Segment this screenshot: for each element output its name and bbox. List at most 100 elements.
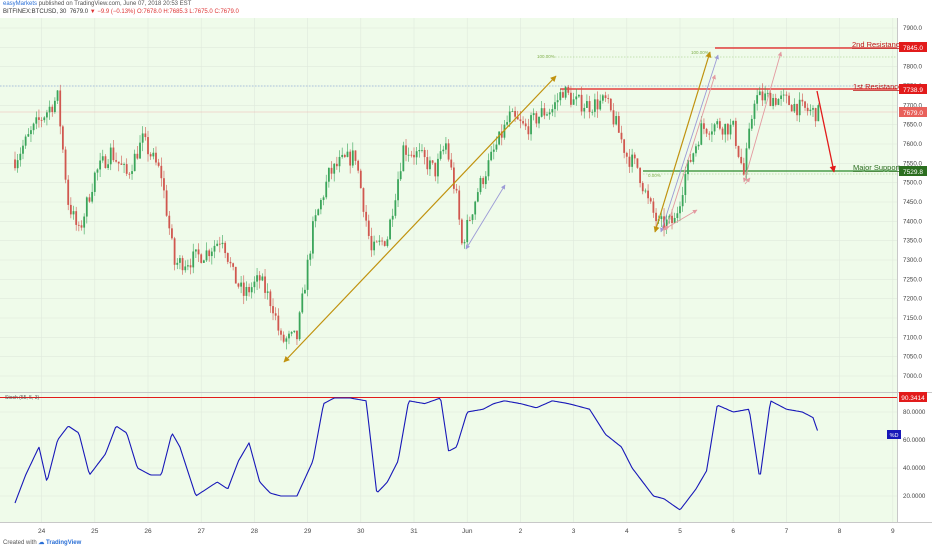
candle-body xyxy=(216,243,219,246)
candle-body xyxy=(330,167,333,174)
first-resistance-badge: 7738.9 xyxy=(899,84,927,94)
candle-body xyxy=(189,265,192,268)
candle-body xyxy=(703,123,705,129)
last-price-badge: 7679.0 xyxy=(899,107,927,117)
candle-body xyxy=(258,275,261,281)
candle-body xyxy=(365,211,368,221)
candle-body xyxy=(421,149,423,151)
time-tick-label: 4 xyxy=(625,528,629,535)
price-pane[interactable] xyxy=(0,18,897,392)
candle-body xyxy=(381,240,383,242)
price-axis[interactable]: 7900.07850.07800.07750.07700.07650.07600… xyxy=(903,25,922,380)
candle-body xyxy=(43,117,46,121)
candle-body xyxy=(817,105,820,122)
candle-body xyxy=(482,178,485,185)
candle-body xyxy=(655,212,657,222)
candle-body xyxy=(575,96,578,100)
candle-body xyxy=(218,243,221,245)
stoch-tick-label: 80.0000 xyxy=(903,409,926,416)
candle-body xyxy=(101,156,104,161)
candle-body xyxy=(450,159,453,168)
stoch-pane[interactable] xyxy=(0,393,897,522)
candle-body xyxy=(338,156,341,167)
candle-body xyxy=(250,287,253,293)
candle-body xyxy=(378,240,381,242)
created-with-label: Created with xyxy=(3,540,37,546)
candle-body xyxy=(697,144,700,147)
candle-body xyxy=(38,117,40,120)
candle-body xyxy=(506,122,508,125)
stoch-tick-label: 40.0000 xyxy=(903,465,926,472)
ohlc-values: O:7678.0 H:7685.3 L:7675.0 C:7679.0 xyxy=(137,9,239,15)
candle-body xyxy=(359,170,362,189)
candle-body xyxy=(226,253,229,262)
candle-body xyxy=(343,154,346,157)
candle-body xyxy=(593,99,596,112)
candle-body xyxy=(498,131,501,145)
time-tick-label: 3 xyxy=(572,528,576,535)
candle-body xyxy=(535,113,538,124)
first-resistance-value: 7738.9 xyxy=(903,87,923,94)
candle-body xyxy=(599,100,602,110)
candle-body xyxy=(548,112,551,115)
candle-body xyxy=(423,149,426,158)
candle-body xyxy=(777,99,780,105)
candle-body xyxy=(580,94,583,112)
candle-body xyxy=(234,266,237,284)
price-tick-label: 7350.0 xyxy=(903,238,922,245)
candle-body xyxy=(394,200,397,216)
candle-body xyxy=(64,149,67,180)
candle-body xyxy=(681,195,684,207)
candle-body xyxy=(274,313,277,316)
candle-body xyxy=(660,216,663,220)
candle-body xyxy=(732,120,735,125)
candle-body xyxy=(157,162,160,166)
candle-body xyxy=(453,167,455,189)
candle-body xyxy=(532,113,535,116)
candle-body xyxy=(761,91,764,101)
major-support-badge: 7529.8 xyxy=(899,166,927,176)
candle-body xyxy=(83,216,86,228)
trend-arrow xyxy=(665,74,716,231)
candle-body xyxy=(463,242,466,244)
candle-body xyxy=(570,92,572,105)
candle-body xyxy=(370,235,373,251)
candle-body xyxy=(290,332,293,334)
candle-body xyxy=(559,92,562,101)
candle-body xyxy=(333,163,336,174)
candle-body xyxy=(163,178,165,191)
candle-body xyxy=(466,219,469,243)
candle-body xyxy=(155,152,157,163)
candle-body xyxy=(266,291,269,293)
candle-body xyxy=(184,266,187,271)
time-axis[interactable]: 24 25 26 27 28 29 30 31 Jun 2 3 4 5 6 7 8 9 xyxy=(38,528,895,535)
candle-body xyxy=(46,112,48,118)
author-link[interactable]: easyMarkets xyxy=(3,1,38,7)
price-tick-label: 7450.0 xyxy=(903,199,922,206)
candle-body xyxy=(91,191,94,202)
candle-body xyxy=(341,154,344,157)
candle-body xyxy=(240,282,242,287)
candle-body xyxy=(527,126,530,135)
candle-body xyxy=(649,198,652,202)
candle-body xyxy=(367,220,370,236)
candle-body xyxy=(128,173,131,175)
major-support-value: 7529.8 xyxy=(903,169,923,176)
candle-body xyxy=(623,139,626,153)
tradingview-logo[interactable]: ☁ TradingView xyxy=(38,540,82,546)
candle-body xyxy=(30,130,32,135)
price-change: ▼ −9.9 (−0.13%) xyxy=(89,9,136,15)
candle-body xyxy=(14,159,16,169)
candle-body xyxy=(796,103,798,116)
candle-body xyxy=(293,330,296,333)
stoch-axis[interactable]: 80.0000 60.0000 40.0000 20.0000 xyxy=(903,409,926,500)
candle-body xyxy=(471,214,474,221)
time-tick-label: 28 xyxy=(251,528,259,535)
footer: Created with ☁ TradingView xyxy=(3,539,81,546)
candle-body xyxy=(112,147,115,161)
candle-body xyxy=(176,262,179,265)
time-tick-label: 2 xyxy=(519,528,523,535)
candle-body xyxy=(327,167,330,182)
candle-body xyxy=(721,128,724,135)
